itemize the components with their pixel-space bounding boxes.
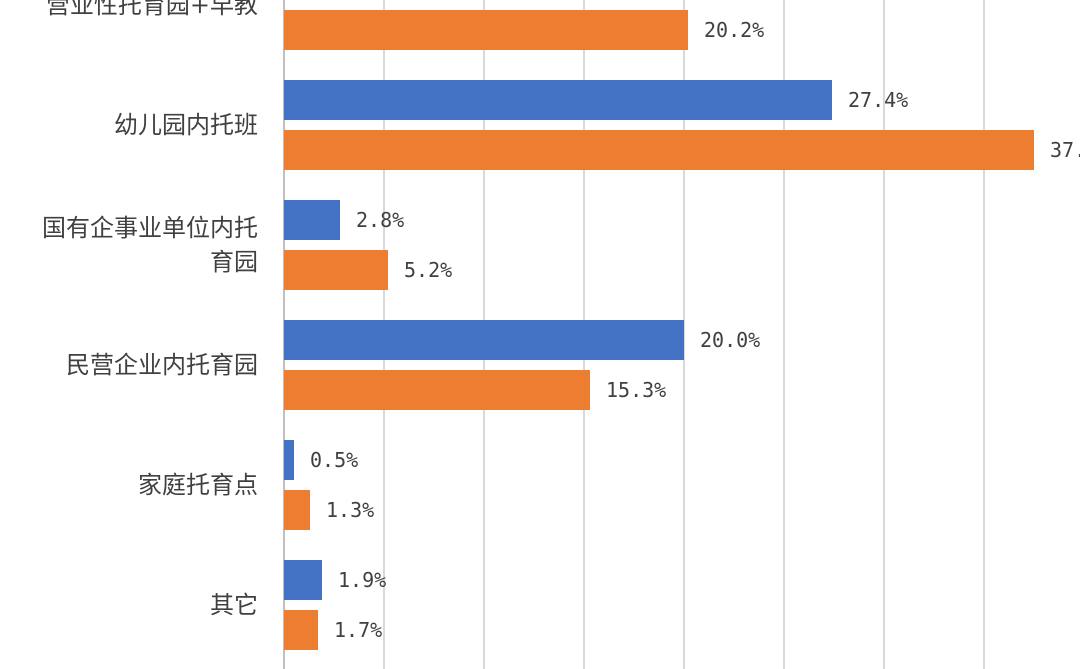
category-label: 其它: [210, 591, 258, 619]
bar-orange: [284, 370, 590, 410]
category-label: 家庭托育点: [138, 471, 258, 499]
category-label: 国有企事业单位内托: [42, 214, 258, 242]
category-label: 育园: [210, 248, 258, 276]
category-label: 幼儿园内托班: [114, 111, 258, 139]
data-label: 1.9%: [338, 568, 386, 592]
data-label: 20.2%: [704, 18, 764, 42]
data-label: 20.0%: [700, 328, 760, 352]
labels: 20.2% 营业性托育园+早教 27.4% 37. 幼儿园内托班 2.8% 5.2% 国有企事…: [42, 0, 1080, 642]
data-label: 27.4%: [848, 88, 908, 112]
data-label: 2.8%: [356, 208, 404, 232]
bar-blue: [284, 200, 340, 240]
data-label: 15.3%: [606, 378, 666, 402]
bar-orange: [284, 610, 318, 650]
bar-orange: [284, 10, 688, 50]
bar-blue: [284, 80, 832, 120]
category-label: 营业性托育园+早教: [46, 0, 258, 19]
bar-orange: [284, 250, 388, 290]
data-label: 1.3%: [326, 498, 374, 522]
bars: [284, 10, 1034, 650]
bar-orange: [284, 130, 1034, 170]
data-label: 1.7%: [334, 618, 382, 642]
data-label: 5.2%: [404, 258, 452, 282]
category-label: 民营企业内托育园: [66, 351, 258, 379]
bar-blue: [284, 440, 294, 480]
bar-blue: [284, 560, 322, 600]
bar-orange: [284, 490, 310, 530]
data-label: 37.: [1050, 138, 1080, 162]
data-label: 0.5%: [310, 448, 358, 472]
bar-blue: [284, 320, 684, 360]
